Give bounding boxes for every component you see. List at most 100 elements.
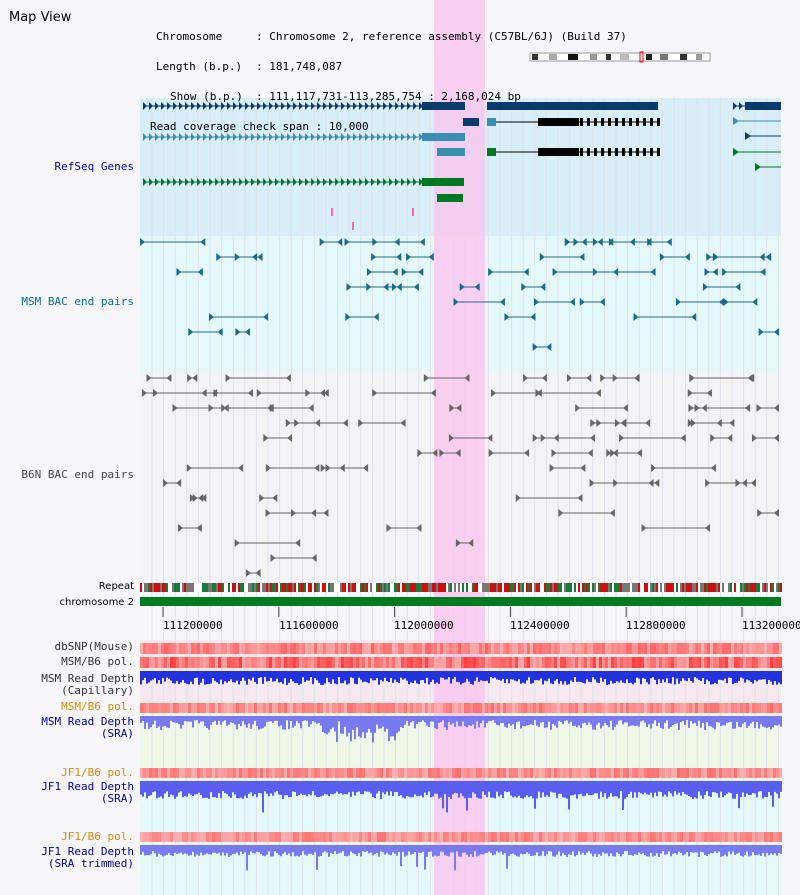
- jf1-depth-trim-label[interactable]: JF1 Read Depth (SRA trimmed): [41, 845, 134, 870]
- depth-bar: [412, 716, 414, 722]
- pol-heat-cell: [464, 832, 467, 842]
- bac-end: [208, 404, 214, 412]
- depth-bar: [250, 716, 252, 729]
- pol-heat-cell: [737, 643, 740, 654]
- pol-heat-cell: [278, 832, 281, 842]
- msm-b6-pol-label[interactable]: MSM/B6 pol.: [61, 655, 134, 668]
- pol-heat-cell: [287, 643, 290, 654]
- depth-bar: [290, 671, 292, 680]
- msm-depth-sra-label[interactable]: MSM Read Depth (SRA): [41, 715, 134, 740]
- depth-bar: [678, 671, 680, 684]
- depth-bar: [176, 716, 178, 723]
- depth-bar: [714, 716, 716, 730]
- depth-bar: [406, 845, 408, 856]
- jf1-b6-pol-label[interactable]: JF1/B6 pol.: [61, 766, 134, 779]
- depth-bar: [340, 781, 342, 794]
- b6n-bac-label[interactable]: B6N BAC end pairs: [21, 468, 134, 481]
- depth-bar: [422, 671, 424, 681]
- pol-heat-cell: [635, 643, 638, 654]
- bac-end: [234, 253, 240, 261]
- depth-bar: [752, 671, 754, 684]
- depth-bar: [492, 671, 494, 679]
- refseq-genes-label[interactable]: RefSeq Genes: [54, 160, 134, 173]
- pol-heat-cell: [386, 832, 389, 842]
- pol-heat-cell: [380, 703, 383, 713]
- bac-end: [654, 479, 660, 487]
- depth-bar: [776, 781, 778, 794]
- pol-heat-cell: [242, 643, 245, 654]
- depth-bar: [472, 671, 474, 685]
- pol-heat-cell: [416, 703, 419, 713]
- pol-heat-cell: [275, 657, 278, 668]
- pol-heat-cell: [221, 768, 224, 778]
- pol-heat-cell: [494, 703, 497, 713]
- jf1-b6-pol-2-label[interactable]: JF1/B6 pol.: [61, 830, 134, 843]
- depth-bar: [690, 716, 692, 722]
- jf1-depth-sra-label[interactable]: JF1 Read Depth (SRA): [41, 780, 134, 805]
- depth-bar: [672, 671, 674, 678]
- depth-bar: [160, 671, 162, 684]
- pol-heat-cell: [617, 657, 620, 668]
- pol-heat-cell: [347, 768, 350, 778]
- depth-bar: [222, 845, 224, 853]
- depth-bar: [776, 845, 778, 856]
- depth-bar: [418, 845, 420, 853]
- depth-bar: [740, 781, 742, 798]
- pol-heat-cell: [716, 832, 719, 842]
- dbsnp-label[interactable]: dbSNP(Mouse): [54, 640, 134, 653]
- depth-bar: [214, 671, 216, 681]
- marker: [352, 222, 354, 230]
- pol-heat-cell: [488, 832, 491, 842]
- depth-bar: [628, 781, 630, 795]
- depth-bar: [654, 671, 656, 681]
- pol-heat-cell: [284, 657, 287, 668]
- repeat-segment: [222, 583, 224, 592]
- depth-bar: [600, 716, 602, 729]
- depth-bar: [472, 716, 474, 725]
- depth-bar: [656, 781, 658, 797]
- pol-heat-cell: [761, 657, 764, 668]
- repeat-segment: [696, 583, 698, 592]
- repeat-segment: [700, 583, 702, 592]
- pol-heat-cell: [479, 657, 482, 668]
- depth-bar: [486, 845, 488, 853]
- depth-bar: [210, 671, 212, 684]
- msm-bac-label[interactable]: MSM BAC end pairs: [21, 295, 134, 308]
- pol-heat-cell: [452, 832, 455, 842]
- depth-bar: [436, 716, 438, 730]
- depth-bar: [386, 845, 388, 853]
- depth-bar: [238, 781, 240, 799]
- depth-bar: [704, 845, 706, 856]
- pol-heat-cell: [185, 657, 188, 668]
- pol-heat-cell: [266, 657, 269, 668]
- pol-heat-cell: [209, 657, 212, 668]
- pol-heat-cell: [710, 643, 713, 654]
- gene-exon: [191, 133, 195, 141]
- depth-bar: [692, 781, 694, 799]
- msm-depth-capillary-label[interactable]: MSM Read Depth (Capillary): [41, 672, 134, 697]
- depth-bar: [310, 845, 312, 854]
- depth-bar: [712, 716, 714, 728]
- depth-bar: [524, 781, 526, 798]
- pol-heat-cell: [413, 768, 416, 778]
- depth-bar: [574, 671, 576, 678]
- depth-bar: [250, 845, 252, 852]
- pol-heat-cell: [182, 832, 185, 842]
- pol-heat-cell: [503, 643, 506, 654]
- pol-heat-cell: [272, 832, 275, 842]
- pol-heat-cell: [578, 657, 581, 668]
- gene-exon: [650, 148, 653, 156]
- depth-bar: [458, 781, 460, 798]
- depth-bar: [370, 716, 372, 733]
- pol-heat-cell: [368, 832, 371, 842]
- depth-bar: [166, 716, 168, 728]
- pol-heat-cell: [374, 657, 377, 668]
- pol-heat-cell: [344, 832, 347, 842]
- pol-heat-cell: [518, 832, 521, 842]
- depth-bar: [594, 716, 596, 730]
- pol-heat-cell: [362, 703, 365, 713]
- depth-bar: [664, 781, 666, 795]
- depth-bar: [382, 671, 384, 682]
- msm-b6-pol-2-label[interactable]: MSM/B6 pol.: [61, 700, 134, 713]
